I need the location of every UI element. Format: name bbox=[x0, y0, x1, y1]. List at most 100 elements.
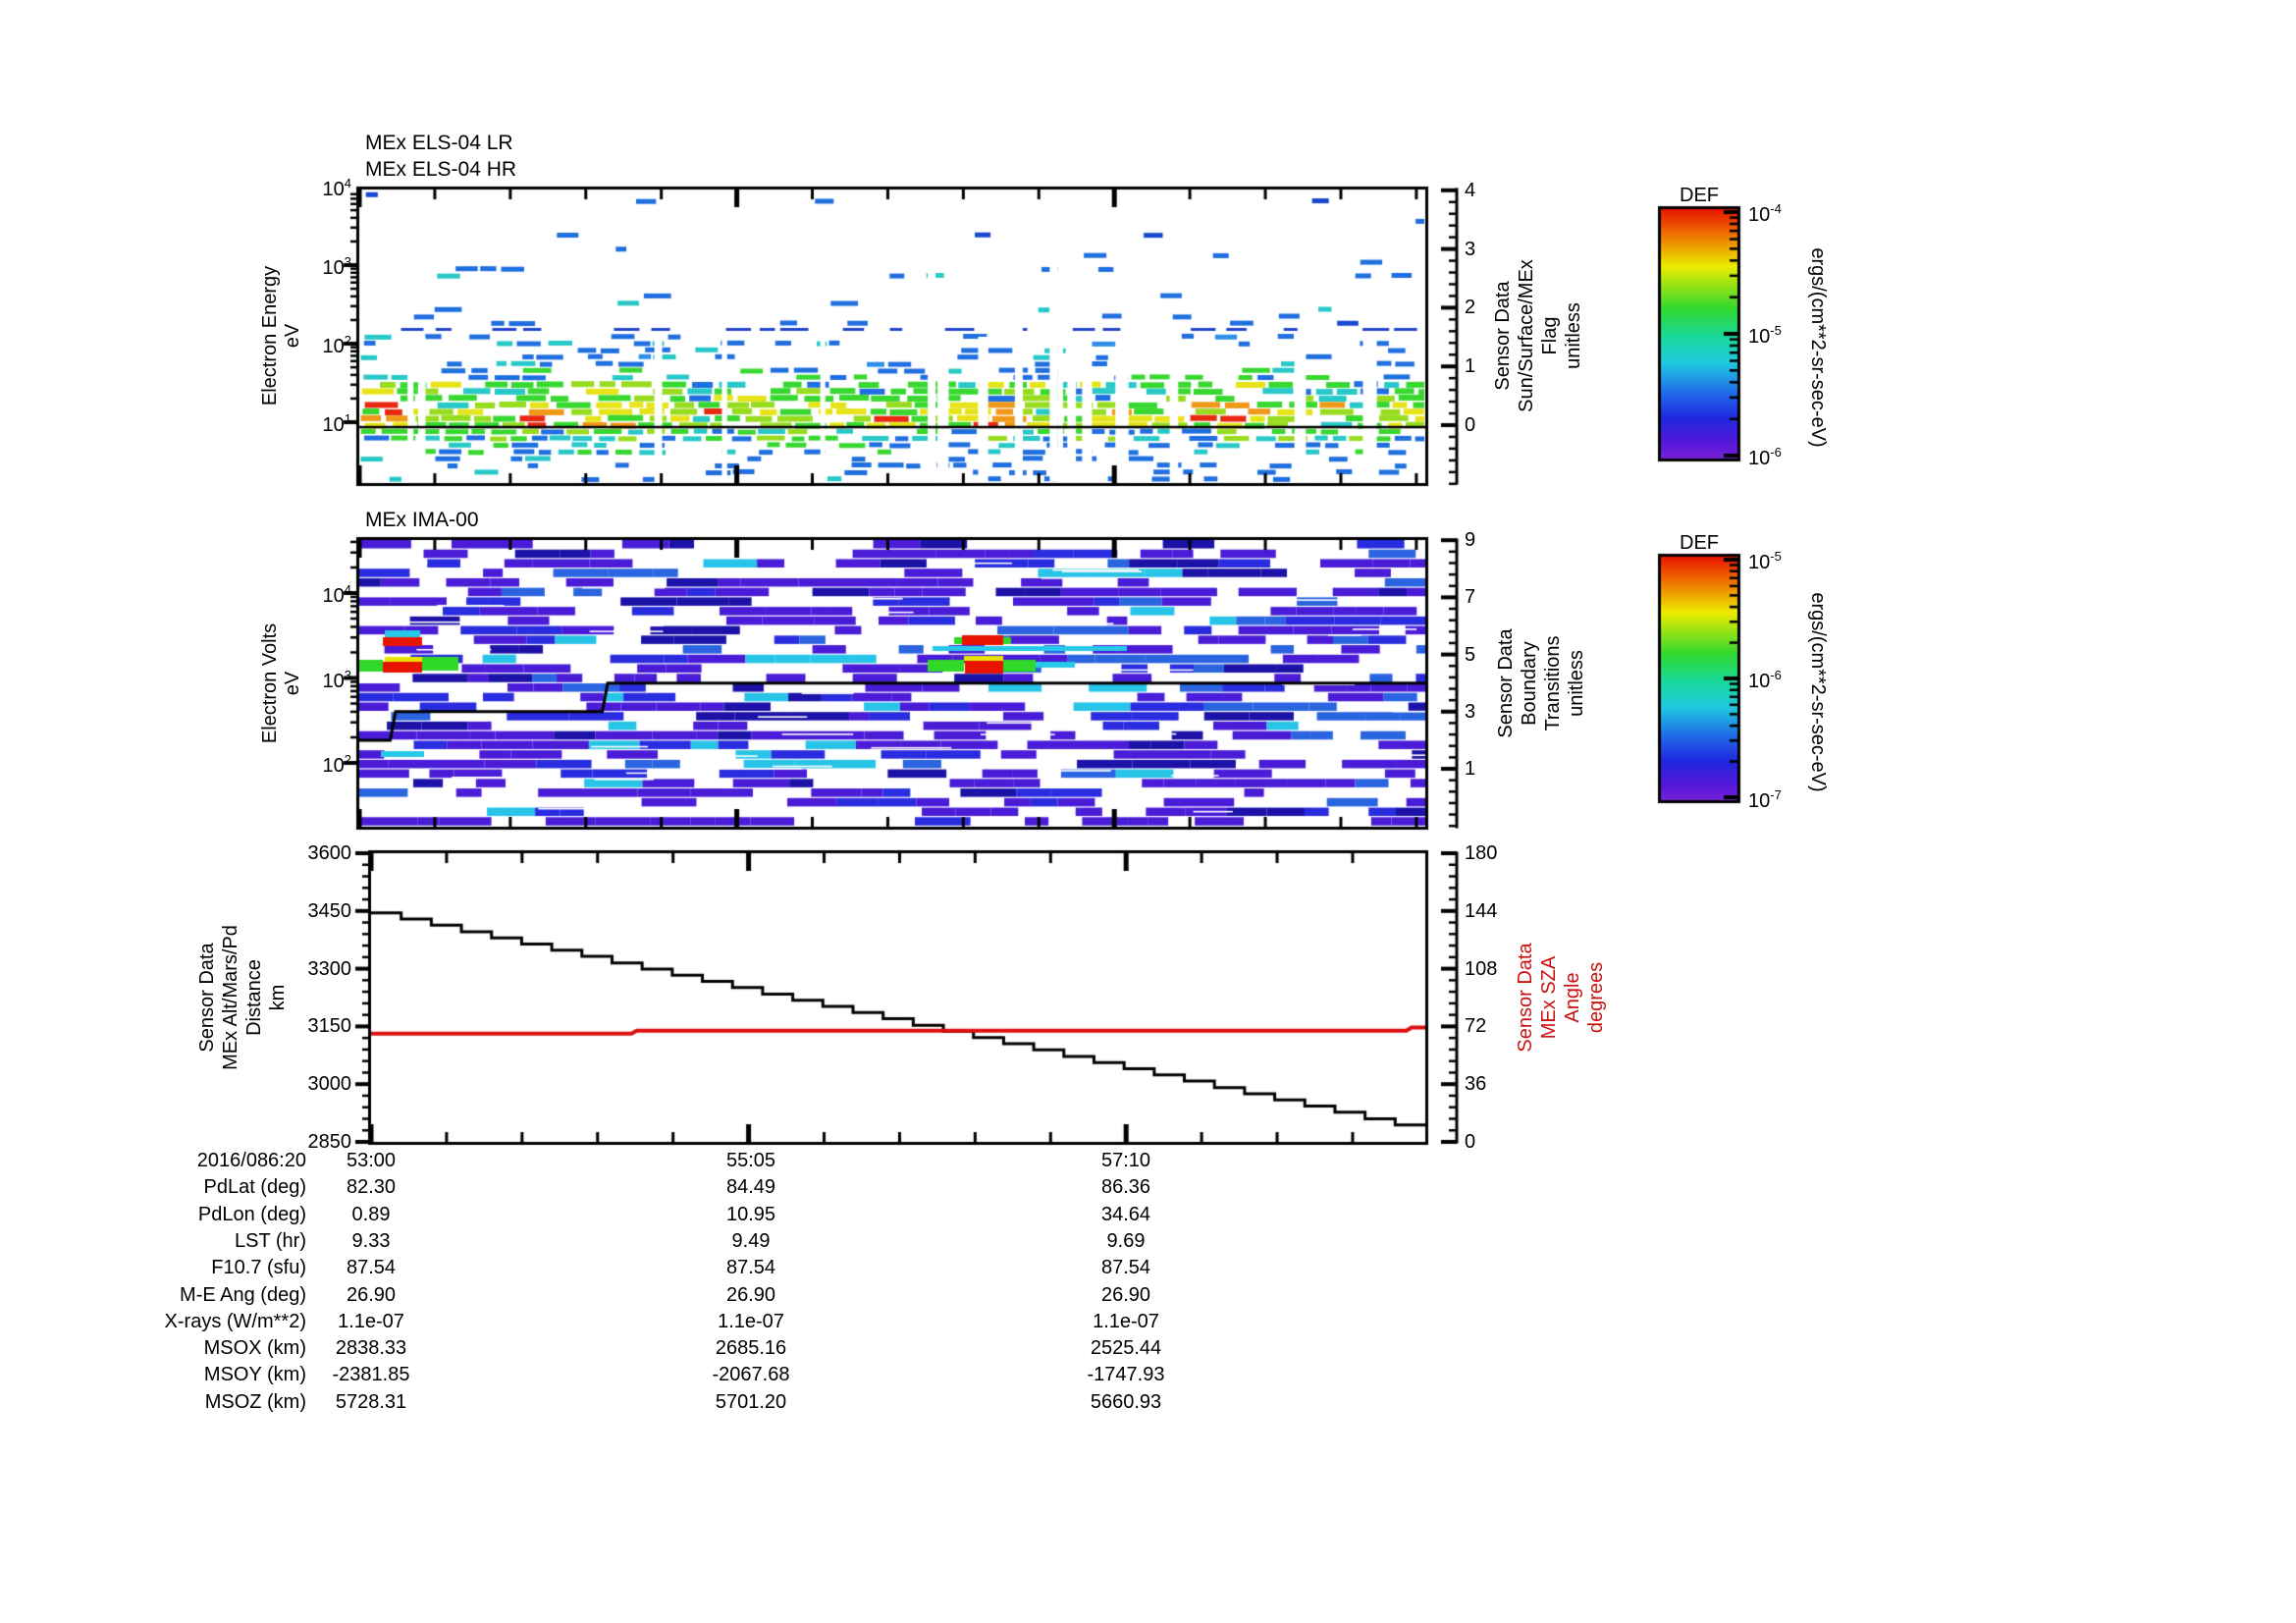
table-cell-value: 57:10 bbox=[1100, 1150, 1151, 1171]
ima-ytick-label: 104 bbox=[322, 582, 351, 607]
colorbar-tick-label: 10-6 bbox=[1748, 668, 1782, 692]
els-title-line: MEx ELS-04 LR bbox=[365, 132, 513, 154]
els-ytick-label: 102 bbox=[322, 333, 351, 357]
els-right-tick-label: 4 bbox=[1465, 179, 1476, 201]
els-right-tick-label: 1 bbox=[1465, 355, 1476, 378]
table-row-label: X-rays (W/m**2) bbox=[164, 1310, 306, 1332]
els-right-label-line: unitless bbox=[1563, 302, 1584, 369]
els-ylabel: Electron Energy eV bbox=[259, 266, 304, 406]
table-row-label: F10.7 (sfu) bbox=[211, 1257, 306, 1279]
colorbar-tick-label: 10-5 bbox=[1748, 549, 1782, 573]
table-cell-value: 5701.20 bbox=[715, 1390, 787, 1413]
sza-label-line: Sensor Data bbox=[1515, 943, 1536, 1053]
colorbar-tick-label: 10-5 bbox=[1748, 323, 1782, 348]
ima-ylabel-line: eV bbox=[282, 671, 303, 696]
table-cell-value: 26.90 bbox=[725, 1283, 776, 1306]
els-right-tick-label: 2 bbox=[1465, 297, 1476, 319]
alt-right-tick-label: 108 bbox=[1465, 957, 1498, 980]
table-row-label: MSOZ (km) bbox=[204, 1390, 306, 1413]
table-cell-value: 86.36 bbox=[1100, 1176, 1151, 1199]
ima-ylabel: Electron Volts eV bbox=[259, 623, 304, 743]
els-right-tick-label: 3 bbox=[1465, 238, 1476, 260]
table-cell-value: 1.1e-07 bbox=[338, 1310, 404, 1332]
table-cell-value: 1.1e-07 bbox=[718, 1310, 784, 1332]
els-ytick-label: 104 bbox=[322, 176, 351, 200]
alt-right-tick-label: 72 bbox=[1465, 1015, 1487, 1038]
els-ylabel-line: eV bbox=[282, 323, 303, 349]
table-cell-value: 53:00 bbox=[346, 1150, 397, 1171]
alt-ylabel: Sensor Data MEx Alt/Mars/Pd Distance km bbox=[195, 925, 290, 1070]
table-row-label: PdLat (deg) bbox=[203, 1176, 306, 1199]
table-cell-value: 87.54 bbox=[346, 1257, 397, 1279]
table-row-label: MSOY (km) bbox=[203, 1364, 306, 1386]
els-title-line: MEx ELS-04 HR bbox=[365, 158, 517, 181]
els-ylabel-line: Electron Energy bbox=[259, 265, 281, 406]
colorbar-tick-label: 10-6 bbox=[1748, 445, 1782, 469]
sza-label-line: Angle bbox=[1562, 972, 1583, 1023]
ima-right-label-line: Sensor Data bbox=[1495, 628, 1517, 738]
table-cell-value: 5728.31 bbox=[335, 1390, 407, 1413]
table-cell-value: 9.69 bbox=[1106, 1229, 1146, 1252]
table-cell-value: 2525.44 bbox=[1090, 1337, 1162, 1360]
table-cell-value: 1.1e-07 bbox=[1093, 1310, 1159, 1332]
ima-right-tick-label: 5 bbox=[1465, 643, 1476, 666]
colorbar-tick-label: 10-7 bbox=[1748, 787, 1782, 812]
table-cell-value: 0.89 bbox=[351, 1203, 391, 1225]
table-cell-value: -2067.68 bbox=[712, 1364, 790, 1386]
els-ytick-label: 103 bbox=[322, 254, 351, 279]
alt-ytick-label: 3000 bbox=[307, 1073, 352, 1096]
ima-right-label: Sensor Data Boundary Transitions unitless bbox=[1494, 628, 1588, 737]
table-cell-value: 2838.33 bbox=[335, 1337, 407, 1360]
ima-right-label-line: Boundary bbox=[1519, 641, 1540, 726]
table-row-label: 2016/086:20 bbox=[196, 1150, 306, 1171]
ima-right-label-line: Transitions bbox=[1542, 635, 1564, 731]
table-row-label: PdLon (deg) bbox=[197, 1203, 306, 1225]
alt-right-tick-label: 0 bbox=[1465, 1131, 1476, 1153]
alt-ytick-label: 2850 bbox=[307, 1131, 352, 1153]
els-title: MEx ELS-04 LR MEx ELS-04 HR bbox=[365, 130, 516, 183]
ima-right-tick-label: 9 bbox=[1465, 529, 1476, 552]
table-row-label: LST (hr) bbox=[235, 1229, 306, 1252]
ima-right-tick-label: 1 bbox=[1465, 758, 1476, 780]
els-right-label-line: Sun/Surface/MEx bbox=[1516, 259, 1537, 412]
table-cell-value: 87.54 bbox=[1100, 1257, 1151, 1279]
alt-right-tick-label: 180 bbox=[1465, 842, 1498, 864]
alt-ylabel-line: Sensor Data bbox=[196, 943, 218, 1053]
sza-label: Sensor Data MEx SZA Angle degrees bbox=[1514, 943, 1608, 1052]
ima-right-label-line: unitless bbox=[1566, 650, 1587, 717]
els-right-label-line: Flag bbox=[1539, 316, 1561, 355]
table-cell-value: 84.49 bbox=[725, 1176, 776, 1199]
els-ytick-label: 101 bbox=[322, 411, 351, 436]
table-cell-value: 2685.16 bbox=[715, 1337, 787, 1360]
table-cell-value: -1747.93 bbox=[1087, 1364, 1165, 1386]
table-cell-value: 82.30 bbox=[346, 1176, 397, 1199]
colorbar-unit-label: ergs/(cm**2-sr-sec-eV) bbox=[1807, 592, 1829, 792]
table-cell-value: 5660.93 bbox=[1090, 1390, 1162, 1413]
table-row-label: M-E Ang (deg) bbox=[180, 1283, 306, 1306]
colorbar-def-title: DEF bbox=[1680, 185, 1719, 206]
colorbar-tick-label: 10-4 bbox=[1748, 201, 1782, 226]
table-cell-value: 87.54 bbox=[725, 1257, 776, 1279]
table-cell-value: 9.33 bbox=[351, 1229, 391, 1252]
ima-ytick-label: 103 bbox=[322, 667, 351, 692]
colorbar-unit-label: ergs/(cm**2-sr-sec-eV) bbox=[1807, 247, 1829, 448]
ima-right-tick-label: 7 bbox=[1465, 586, 1476, 609]
els-right-tick-label: 0 bbox=[1465, 414, 1476, 436]
alt-right-tick-label: 36 bbox=[1465, 1073, 1487, 1096]
table-cell-value: 26.90 bbox=[1100, 1283, 1151, 1306]
table-cell-value: 26.90 bbox=[346, 1283, 397, 1306]
ima-ytick-label: 102 bbox=[322, 752, 351, 777]
alt-ytick-label: 3300 bbox=[307, 957, 352, 980]
alt-ylabel-line: MEx Alt/Mars/Pd bbox=[220, 925, 241, 1070]
alt-ytick-label: 3600 bbox=[307, 842, 352, 864]
sza-label-line: MEx SZA bbox=[1538, 955, 1560, 1040]
ima-right-tick-label: 3 bbox=[1465, 700, 1476, 723]
alt-ytick-label: 3450 bbox=[307, 899, 352, 922]
table-cell-value: 10.95 bbox=[725, 1203, 776, 1225]
alt-ytick-label: 3150 bbox=[307, 1015, 352, 1038]
alt-ylabel-line: Distance bbox=[243, 959, 265, 1036]
els-right-label-line: Sensor Data bbox=[1492, 281, 1514, 391]
colorbar-def-title: DEF bbox=[1680, 532, 1719, 554]
